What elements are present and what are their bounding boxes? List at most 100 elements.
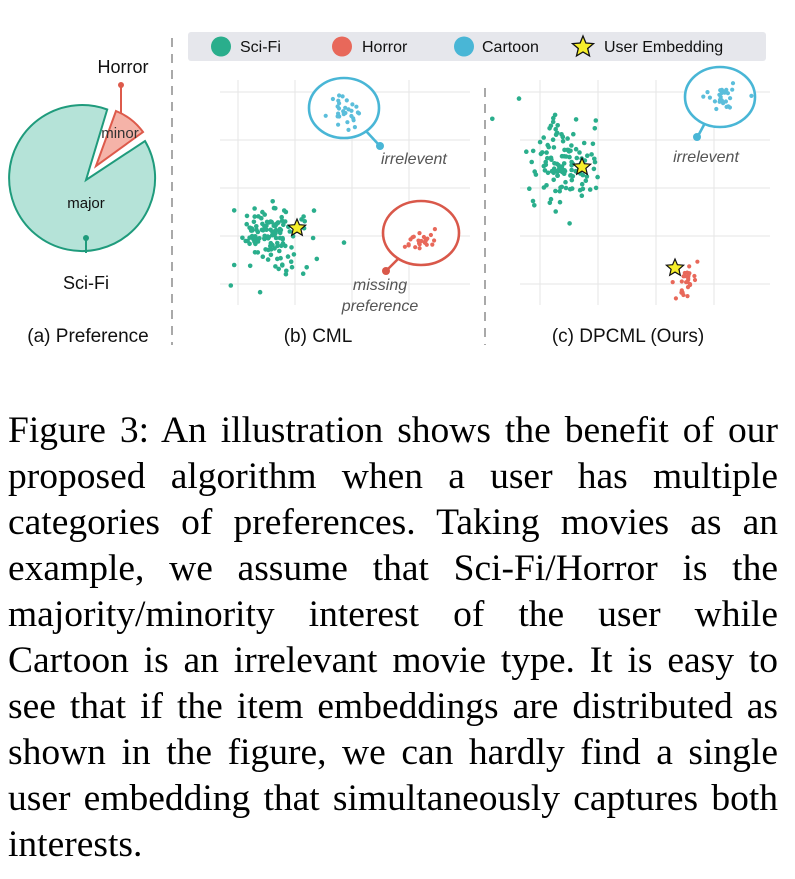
scatter-point [722,89,727,94]
scatter-point [252,214,257,219]
scatter-point [587,187,593,192]
scatter-point [726,104,731,109]
scatter-point [288,259,294,265]
scatter-point [277,248,282,254]
scatter-point [692,277,698,283]
scatter-point [302,219,308,224]
panel-b-cartoon-cluster [323,93,362,132]
scatter-point [728,96,733,101]
legend-background [188,32,766,61]
scatter-point [553,132,559,137]
scatter-point [268,219,273,224]
scatter-point [231,208,237,213]
scatter-point [541,135,546,140]
scatter-point [542,168,548,173]
scatter-point [268,252,274,258]
scatter-point [244,221,249,227]
scatter-point [714,106,719,112]
scatter-point [341,110,346,115]
scatter-point [537,139,543,145]
scatter-point [725,91,731,96]
scatter-point [527,186,532,191]
scatter-point [432,227,437,232]
scatter-point [260,221,265,227]
scatter-point [730,87,735,92]
panel-b-horror-connector [386,257,400,271]
scatter-point [550,119,556,125]
panel-c-label-irrelevent: irrelevent [673,149,739,166]
scatter-point [336,98,341,103]
scatter-point [580,186,586,192]
scatter-point [579,181,585,187]
panel-a-scifi-connector-dot [83,235,89,241]
scatter-point [265,257,271,262]
scatter-point [350,102,355,107]
scatter-point [344,98,349,103]
panel-b-horror-connector-dot [382,267,390,275]
scatter-point [345,120,350,125]
scatter-point [259,227,265,233]
panel-a-horror-connector-dot [118,82,124,88]
scatter-point [563,185,569,191]
legend-label-horror: Horror [362,39,408,56]
scatter-point [301,214,306,219]
scatter-point [289,245,294,250]
scatter-point [284,268,289,274]
scatter-point [281,222,286,228]
scatter-point [591,166,597,172]
scatter-point [255,239,261,244]
scatter-point [490,116,495,122]
scatter-point [584,174,590,179]
scatter-point [244,213,250,219]
panel-c-cartoon-cluster [701,81,754,112]
scatter-point [701,94,706,99]
scatter-point [402,244,407,249]
panel-c-dpcml: irrelevent (c) DPCML (Ours) [490,65,770,347]
scatter-point [571,131,576,137]
scatter-point [280,241,286,246]
panel-c-user-star-scifi-icon [571,156,593,176]
scatter-point [670,280,675,285]
scatter-point [685,294,690,299]
scatter-point [538,151,544,157]
panel-c-scifi-cluster [490,96,600,226]
panel-a-major-wedge [8,104,157,253]
scatter-point [352,125,357,130]
scatter-point [562,168,567,173]
scatter-point [335,114,340,119]
legend-dot-scifi [211,36,231,57]
scatter-point [252,206,257,211]
scatter-point [567,154,572,160]
scatter-point [533,172,539,177]
scatter-point [355,110,360,115]
scatter-point [266,234,272,240]
scatter-point [430,242,435,247]
panel-b-cartoon-connector [365,130,380,146]
scatter-point [285,254,291,259]
scatter-point [545,142,550,148]
scatter-point [260,254,266,259]
panel-a-caption: (a) Preference [27,326,148,347]
scatter-point [551,177,556,183]
scatter-point [552,161,557,166]
legend-label-scifi: Sci-Fi [240,39,281,56]
scatter-point [413,245,418,250]
scatter-point [275,243,280,249]
panel-a-label-minor: minor [101,125,139,142]
scatter-point [685,285,691,290]
scatter-point [335,104,340,109]
scatter-point [583,178,589,183]
scatter-point [314,256,320,262]
scatter-point [568,173,574,178]
scatter-point [560,138,566,144]
scatter-point [264,227,269,232]
scatter-point [686,276,691,281]
scatter-point [273,264,278,269]
scatter-point [231,262,237,268]
scatter-point [555,123,560,128]
scatter-point [417,246,422,251]
scatter-point [569,186,575,191]
scatter-point [264,223,269,228]
scatter-point [553,126,558,132]
panel-b-label-preference: preference [341,298,419,315]
